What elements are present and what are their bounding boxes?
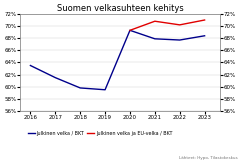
Julkinen velka ja EU-velka / BKT bbox=[128, 29, 131, 31]
Julkinen velka ja EU-velka / BKT bbox=[153, 20, 156, 22]
Legend: Julkinen velka / BKT, Julkinen velka ja EU-velka / BKT: Julkinen velka / BKT, Julkinen velka ja … bbox=[28, 131, 172, 136]
Line: Julkinen velka ja EU-velka / BKT: Julkinen velka ja EU-velka / BKT bbox=[130, 20, 205, 30]
Julkinen velka / BKT bbox=[203, 35, 206, 37]
Julkinen velka / BKT bbox=[29, 65, 32, 66]
Julkinen velka / BKT bbox=[54, 77, 57, 79]
Julkinen velka / BKT bbox=[128, 29, 131, 31]
Title: Suomen velkasuhteen kehitys: Suomen velkasuhteen kehitys bbox=[57, 4, 183, 13]
Line: Julkinen velka / BKT: Julkinen velka / BKT bbox=[30, 30, 205, 90]
Julkinen velka / BKT bbox=[79, 87, 82, 89]
Julkinen velka ja EU-velka / BKT bbox=[203, 19, 206, 21]
Julkinen velka ja EU-velka / BKT bbox=[178, 24, 181, 26]
Julkinen velka / BKT bbox=[153, 38, 156, 40]
Julkinen velka / BKT bbox=[178, 39, 181, 41]
Text: Lähteet: Hypo, Tilastokeskus: Lähteet: Hypo, Tilastokeskus bbox=[179, 156, 238, 160]
Julkinen velka / BKT bbox=[104, 89, 107, 91]
